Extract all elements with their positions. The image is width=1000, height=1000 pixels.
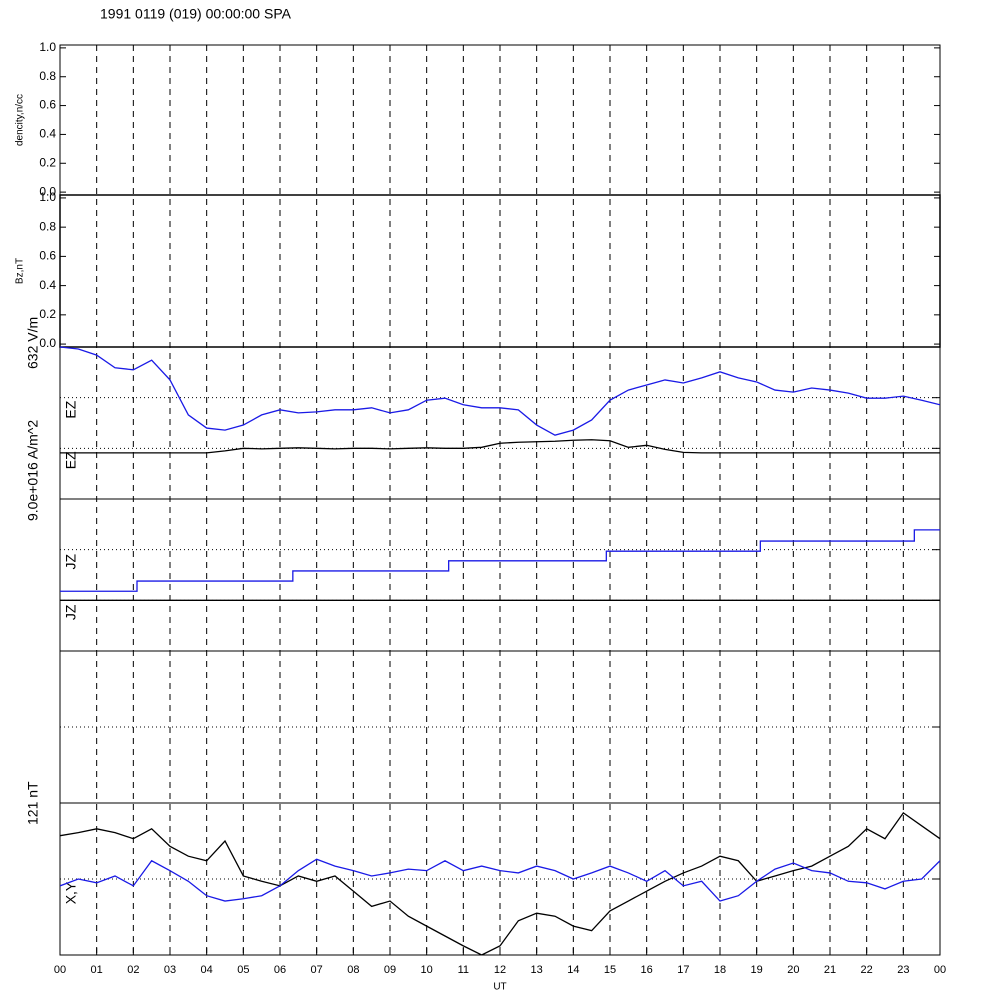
y-tick-label: 1.0 bbox=[39, 190, 56, 204]
x-tick-label: 17 bbox=[677, 964, 689, 976]
series-line bbox=[60, 858, 940, 902]
x-tick-label: 04 bbox=[201, 964, 213, 976]
series-label: X,Y bbox=[63, 881, 79, 904]
series-line bbox=[60, 529, 940, 592]
y-axis-label: Bz,nT bbox=[15, 258, 26, 284]
x-tick-label: 06 bbox=[274, 964, 286, 976]
y-tick-label: 0.0 bbox=[39, 336, 56, 350]
x-tick-label: 11 bbox=[458, 964, 469, 976]
x-tick-label: 14 bbox=[567, 964, 579, 976]
y-tick-label: 0.8 bbox=[39, 219, 56, 233]
x-tick-label: 10 bbox=[421, 964, 433, 976]
y-tick-label: 0.2 bbox=[39, 307, 56, 321]
series-label: EZ bbox=[63, 400, 79, 418]
x-axis-label: UT bbox=[493, 982, 506, 993]
x-tick-label: 21 bbox=[824, 964, 836, 976]
y-tick-label: 0.2 bbox=[39, 155, 56, 169]
series-label: EZ bbox=[63, 451, 79, 469]
unit-label: 121 nT bbox=[25, 781, 41, 825]
x-tick-label: 20 bbox=[787, 964, 799, 976]
x-tick-label: 07 bbox=[311, 964, 323, 976]
y-tick-label: 0.4 bbox=[39, 278, 56, 292]
series-label: JZ bbox=[63, 553, 79, 569]
series-line bbox=[60, 811, 940, 955]
x-tick-label: 19 bbox=[751, 964, 763, 976]
x-tick-label: 01 bbox=[91, 964, 103, 976]
x-tick-label: 15 bbox=[604, 964, 616, 976]
y-tick-label: 1.0 bbox=[39, 40, 56, 54]
x-tick-label: 18 bbox=[714, 964, 726, 976]
unit-label: 632 V/m bbox=[25, 317, 41, 369]
x-tick-label: 08 bbox=[347, 964, 359, 976]
y-tick-label: 0.6 bbox=[39, 98, 56, 112]
chart-title: 1991 0119 (019) 00:00:00 SPA bbox=[100, 6, 292, 22]
x-tick-label: 05 bbox=[237, 964, 249, 976]
unit-label: 9.0e+016 A/m^2 bbox=[25, 420, 41, 521]
y-tick-label: 0.8 bbox=[39, 69, 56, 83]
x-tick-label: 09 bbox=[384, 964, 396, 976]
x-tick-label: 00 bbox=[54, 964, 66, 976]
series-line bbox=[60, 439, 940, 454]
x-tick-label: 22 bbox=[861, 964, 873, 976]
y-tick-label: 0.4 bbox=[39, 127, 56, 141]
x-tick-label: 16 bbox=[641, 964, 653, 976]
x-tick-label: 13 bbox=[531, 964, 543, 976]
x-tick-label: 12 bbox=[494, 964, 506, 976]
series-line bbox=[60, 346, 940, 436]
x-tick-label: 23 bbox=[897, 964, 909, 976]
y-tick-label: 0.0 bbox=[39, 184, 56, 198]
x-tick-label: 02 bbox=[127, 964, 139, 976]
series-label: JZ bbox=[63, 604, 79, 620]
x-tick-label: 00 bbox=[934, 964, 946, 976]
y-axis-label: dencity,n/cc bbox=[15, 94, 26, 146]
y-tick-label: 0.6 bbox=[39, 249, 56, 263]
x-tick-label: 03 bbox=[164, 964, 176, 976]
